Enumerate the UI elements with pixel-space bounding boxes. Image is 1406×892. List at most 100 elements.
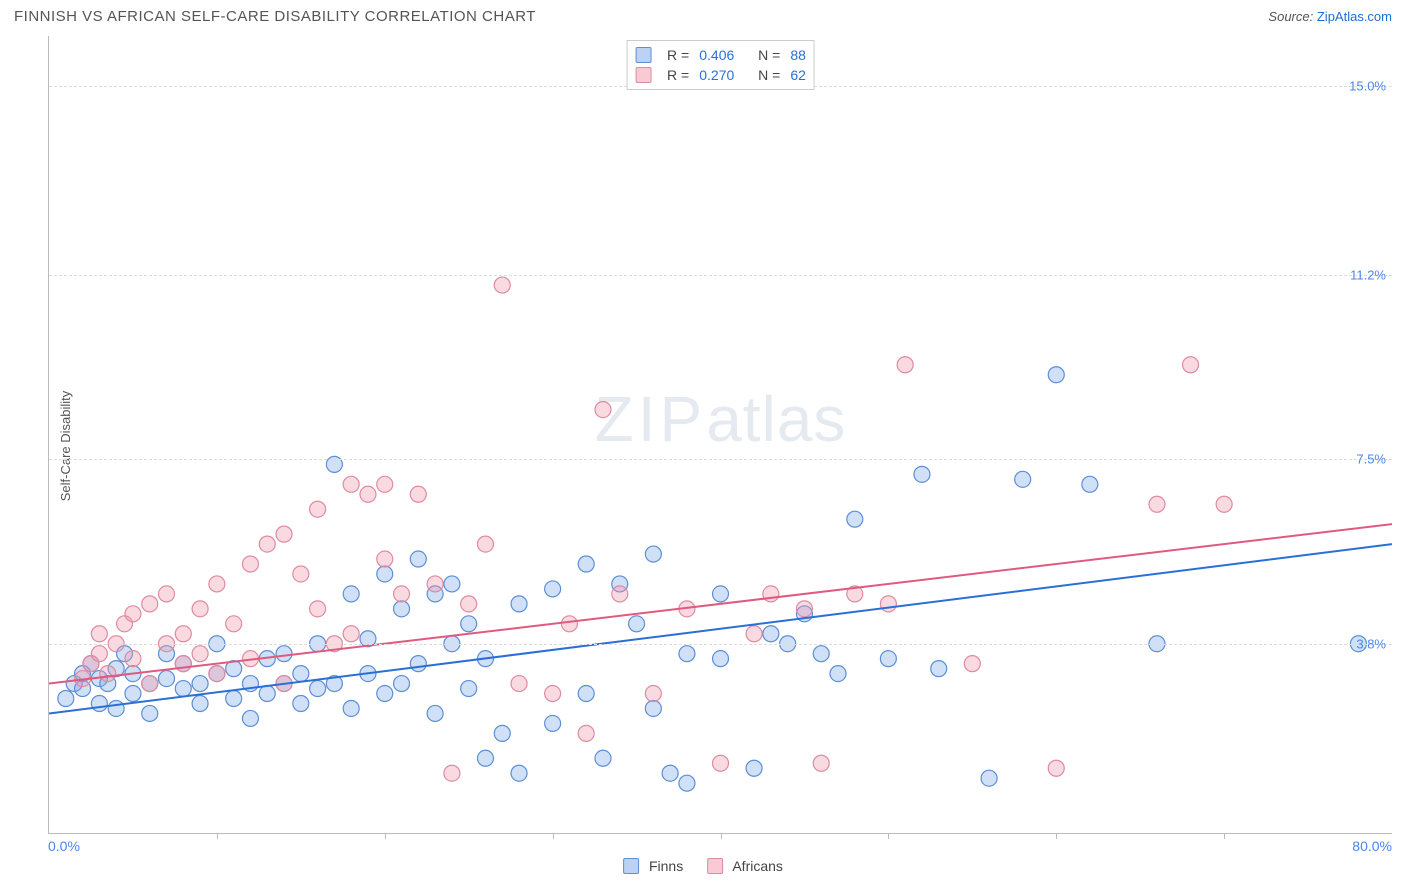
y-tick-label: 11.2% — [1350, 268, 1386, 283]
scatter-point — [276, 646, 292, 662]
x-max-label: 80.0% — [1352, 838, 1392, 854]
scatter-point — [100, 666, 116, 682]
scatter-point — [461, 596, 477, 612]
scatter-point — [1149, 496, 1165, 512]
scatter-point — [394, 586, 410, 602]
legend-row-finns: R = 0.406 N = 88 — [635, 45, 806, 65]
scatter-point — [763, 626, 779, 642]
scatter-point — [343, 476, 359, 492]
scatter-point — [981, 770, 997, 786]
scatter-point — [159, 671, 175, 687]
scatter-point — [427, 576, 443, 592]
gridline-h — [49, 459, 1392, 460]
scatter-point — [880, 596, 896, 612]
scatter-point — [159, 586, 175, 602]
scatter-point — [897, 357, 913, 373]
scatter-point — [813, 755, 829, 771]
scatter-point — [142, 596, 158, 612]
scatter-point — [545, 686, 561, 702]
finns-swatch — [635, 47, 651, 63]
scatter-point — [612, 586, 628, 602]
scatter-point — [91, 626, 107, 642]
finns-swatch-bottom — [623, 858, 639, 874]
plot-svg — [49, 36, 1392, 833]
scatter-point — [142, 676, 158, 692]
scatter-point — [1048, 367, 1064, 383]
scatter-point — [645, 700, 661, 716]
scatter-point — [377, 566, 393, 582]
source-link[interactable]: ZipAtlas.com — [1317, 9, 1392, 24]
correlation-legend: R = 0.406 N = 88 R = 0.270 N = 62 — [626, 40, 815, 90]
scatter-point — [679, 646, 695, 662]
scatter-point — [276, 526, 292, 542]
x-tick — [385, 833, 386, 839]
scatter-point — [1048, 760, 1064, 776]
scatter-point — [813, 646, 829, 662]
scatter-point — [58, 691, 74, 707]
scatter-point — [410, 551, 426, 567]
scatter-point — [192, 601, 208, 617]
scatter-point — [477, 750, 493, 766]
x-tick — [888, 833, 889, 839]
scatter-point — [343, 700, 359, 716]
header: FINNISH VS AFRICAN SELF-CARE DISABILITY … — [0, 0, 1406, 31]
scatter-point — [578, 725, 594, 741]
scatter-point — [310, 681, 326, 697]
y-tick-label: 7.5% — [1356, 452, 1386, 467]
scatter-point — [511, 596, 527, 612]
scatter-point — [545, 715, 561, 731]
gridline-h — [49, 275, 1392, 276]
scatter-point — [192, 676, 208, 692]
x-tick — [1224, 833, 1225, 839]
scatter-point — [880, 651, 896, 667]
scatter-point — [595, 750, 611, 766]
scatter-point — [192, 695, 208, 711]
scatter-point — [830, 666, 846, 682]
scatter-point — [293, 566, 309, 582]
scatter-point — [511, 676, 527, 692]
scatter-point — [713, 651, 729, 667]
source-attribution: Source: ZipAtlas.com — [1268, 9, 1392, 24]
scatter-point — [1082, 476, 1098, 492]
africans-swatch — [635, 67, 651, 83]
scatter-point — [796, 601, 812, 617]
scatter-point — [847, 511, 863, 527]
scatter-point — [394, 601, 410, 617]
scatter-point — [293, 695, 309, 711]
x-min-label: 0.0% — [48, 838, 80, 854]
legend-row-africans: R = 0.270 N = 62 — [635, 65, 806, 85]
scatter-point — [511, 765, 527, 781]
scatter-point — [91, 646, 107, 662]
x-tick — [721, 833, 722, 839]
scatter-point — [108, 700, 124, 716]
scatter-point — [192, 646, 208, 662]
scatter-point — [494, 725, 510, 741]
africans-swatch-bottom — [707, 858, 723, 874]
scatter-point — [242, 556, 258, 572]
scatter-point — [578, 556, 594, 572]
scatter-point — [461, 616, 477, 632]
scatter-point — [343, 626, 359, 642]
scatter-point — [561, 616, 577, 632]
scatter-point — [1216, 496, 1232, 512]
scatter-point — [410, 486, 426, 502]
scatter-point — [645, 686, 661, 702]
scatter-point — [209, 576, 225, 592]
scatter-point — [360, 486, 376, 502]
scatter-point — [444, 576, 460, 592]
scatter-point — [125, 606, 141, 622]
legend-item-africans: Africans — [707, 858, 783, 874]
x-tick — [553, 833, 554, 839]
scatter-point — [746, 760, 762, 776]
scatter-point — [461, 681, 477, 697]
scatter-point — [377, 476, 393, 492]
scatter-point — [175, 626, 191, 642]
scatter-point — [259, 536, 275, 552]
scatter-point — [377, 686, 393, 702]
scatter-point — [310, 601, 326, 617]
legend-item-finns: Finns — [623, 858, 683, 874]
series-legend: Finns Africans — [623, 858, 783, 874]
scatter-point — [931, 661, 947, 677]
scatter-point — [427, 705, 443, 721]
source-label: Source: — [1268, 9, 1313, 24]
